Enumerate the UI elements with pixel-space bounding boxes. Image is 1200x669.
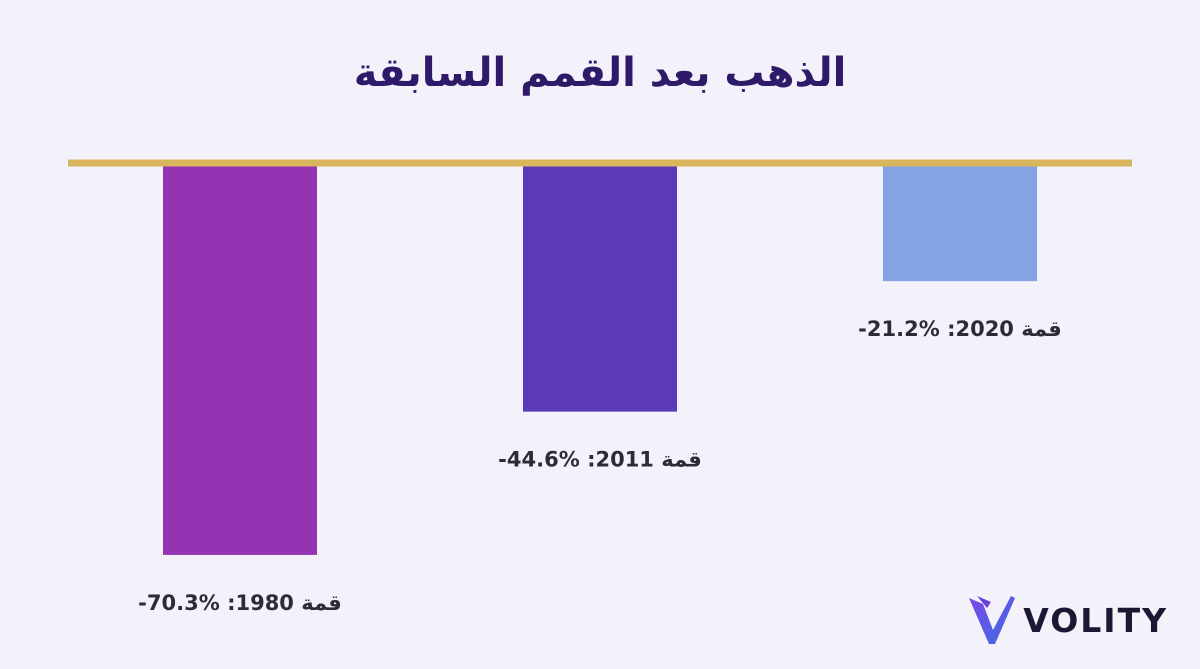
bar-3 — [883, 163, 1037, 282]
bar-label-1: قمة 1980: %70.3- — [138, 591, 342, 615]
brand-logo: VOLITY — [967, 590, 1168, 650]
bar-1 — [163, 163, 317, 555]
bars-layer — [163, 163, 1037, 555]
bar-label-2: قمة 2011: %44.6- — [498, 448, 702, 472]
chart-title: الذهب بعد القمم السابقة — [353, 50, 847, 96]
data-labels-layer: قمة 1980: %70.3- قمة 2011: %44.6- قمة 2020… — [138, 317, 1062, 615]
volity-v-logo-icon — [969, 596, 1016, 644]
bar-label-3: قمة 2020: %21.2- — [858, 317, 1062, 341]
bar-2 — [523, 163, 677, 412]
brand-name: VOLITY — [1023, 600, 1168, 640]
